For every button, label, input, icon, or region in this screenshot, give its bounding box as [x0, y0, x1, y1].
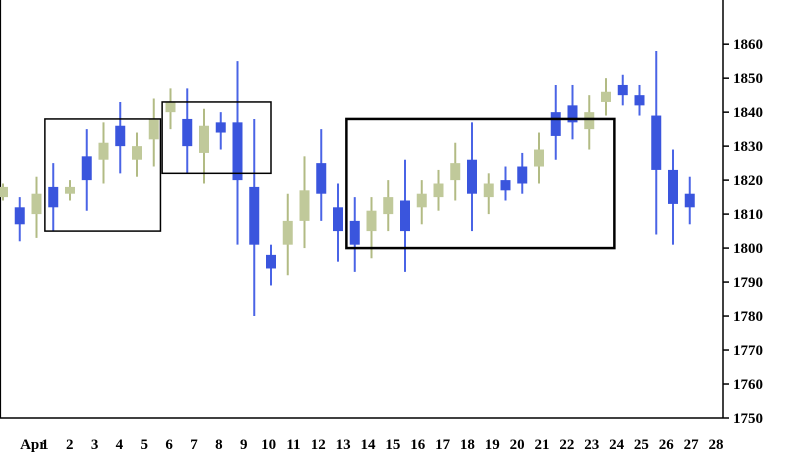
candle-body — [617, 84, 628, 96]
x-tick-label: 27 — [684, 437, 700, 453]
x-tick-label: 6 — [165, 437, 173, 453]
x-tick-label: 3 — [91, 437, 99, 453]
candle-body — [81, 156, 92, 181]
x-tick-label: 17 — [435, 437, 451, 453]
candle-body — [433, 183, 444, 198]
x-tick-label: 22 — [559, 437, 574, 453]
y-tick-label: 1860 — [733, 37, 763, 53]
candle-body — [199, 125, 209, 153]
candle-body — [282, 220, 293, 245]
y-tick-label: 1810 — [733, 207, 763, 223]
candle-body — [98, 142, 109, 160]
x-tick-label: 24 — [609, 437, 625, 453]
candle-body — [165, 101, 176, 113]
highlight-box — [44, 118, 162, 232]
candle-body — [383, 197, 394, 215]
candle-body — [567, 105, 578, 123]
x-tick-label: 7 — [190, 437, 198, 453]
x-tick-label: 26 — [659, 437, 675, 453]
candle-body — [266, 254, 276, 269]
candle-body — [517, 166, 528, 184]
x-tick-label: 28 — [709, 437, 724, 453]
candle-body — [500, 180, 511, 191]
x-tick-label: 1 — [41, 437, 49, 453]
y-tick-label: 1820 — [733, 173, 763, 189]
candle-body — [601, 91, 611, 102]
candle-body — [684, 193, 695, 208]
candle-body — [668, 169, 678, 204]
x-tick-label: 19 — [485, 437, 500, 453]
x-tick-label: 14 — [361, 437, 377, 453]
y-tick-label: 1830 — [733, 139, 763, 155]
y-tick-label: 1790 — [733, 275, 763, 291]
x-tick-label: 10 — [261, 437, 276, 453]
plot-frame — [0, 0, 724, 419]
candle-body — [400, 200, 410, 232]
candle-body — [467, 159, 477, 194]
y-tick-label: 1780 — [733, 309, 763, 325]
x-tick-label: 5 — [141, 437, 149, 453]
x-tick-label: 9 — [240, 437, 248, 453]
y-axis-ticks: 1750 1760 1770 1780 1790 1800 1810 1820 1830 1840… — [723, 37, 763, 427]
highlight-box — [161, 101, 272, 175]
candle-body — [65, 186, 75, 194]
x-tick-label: 25 — [634, 437, 649, 453]
x-tick-label: 12 — [311, 437, 326, 453]
candle-body — [550, 112, 561, 136]
y-tick-label: 1840 — [733, 105, 763, 121]
candle-body — [366, 210, 377, 232]
candle-body — [299, 190, 310, 221]
x-tick-label: 4 — [116, 437, 124, 453]
x-tick-label: 20 — [510, 437, 525, 453]
candle-body — [349, 220, 360, 245]
candle-body — [215, 122, 226, 133]
highlight-boxes — [44, 101, 616, 250]
candle-bodies — [0, 84, 695, 269]
y-tick-label: 1760 — [733, 377, 763, 393]
x-tick-label: 23 — [584, 437, 599, 453]
candle-body — [14, 207, 25, 225]
x-tick-label: Apr — [20, 437, 46, 453]
candle-body — [483, 183, 494, 198]
highlight-box — [345, 117, 616, 250]
candle-body — [148, 118, 159, 140]
y-tick-label: 1800 — [733, 241, 763, 257]
x-tick-label: 18 — [460, 437, 475, 453]
x-tick-label: 8 — [215, 437, 223, 453]
candle-body — [333, 207, 343, 232]
candle-body — [316, 163, 327, 194]
x-tick-label: 16 — [410, 437, 426, 453]
candle-body — [416, 193, 427, 208]
candle-body — [48, 186, 59, 208]
y-tick-label: 1750 — [733, 411, 763, 427]
candle-body — [634, 95, 645, 106]
candle-body — [450, 163, 461, 181]
candle-body — [249, 186, 260, 245]
candle-body — [182, 118, 193, 147]
x-tick-label: 15 — [385, 437, 400, 453]
x-tick-label: 2 — [66, 437, 74, 453]
candle-body — [651, 115, 662, 170]
candle-body — [0, 186, 8, 198]
y-tick-label: 1850 — [733, 71, 763, 87]
candle-body — [534, 149, 544, 167]
candle-body — [232, 122, 243, 181]
candle-body — [132, 146, 142, 160]
x-tick-label: 11 — [286, 437, 300, 453]
candle-body — [115, 125, 126, 147]
candle-body — [584, 112, 595, 130]
x-tick-label: 13 — [336, 437, 351, 453]
y-tick-label: 1770 — [733, 343, 763, 359]
candle-body — [31, 193, 42, 215]
x-tick-label: 21 — [535, 437, 550, 453]
